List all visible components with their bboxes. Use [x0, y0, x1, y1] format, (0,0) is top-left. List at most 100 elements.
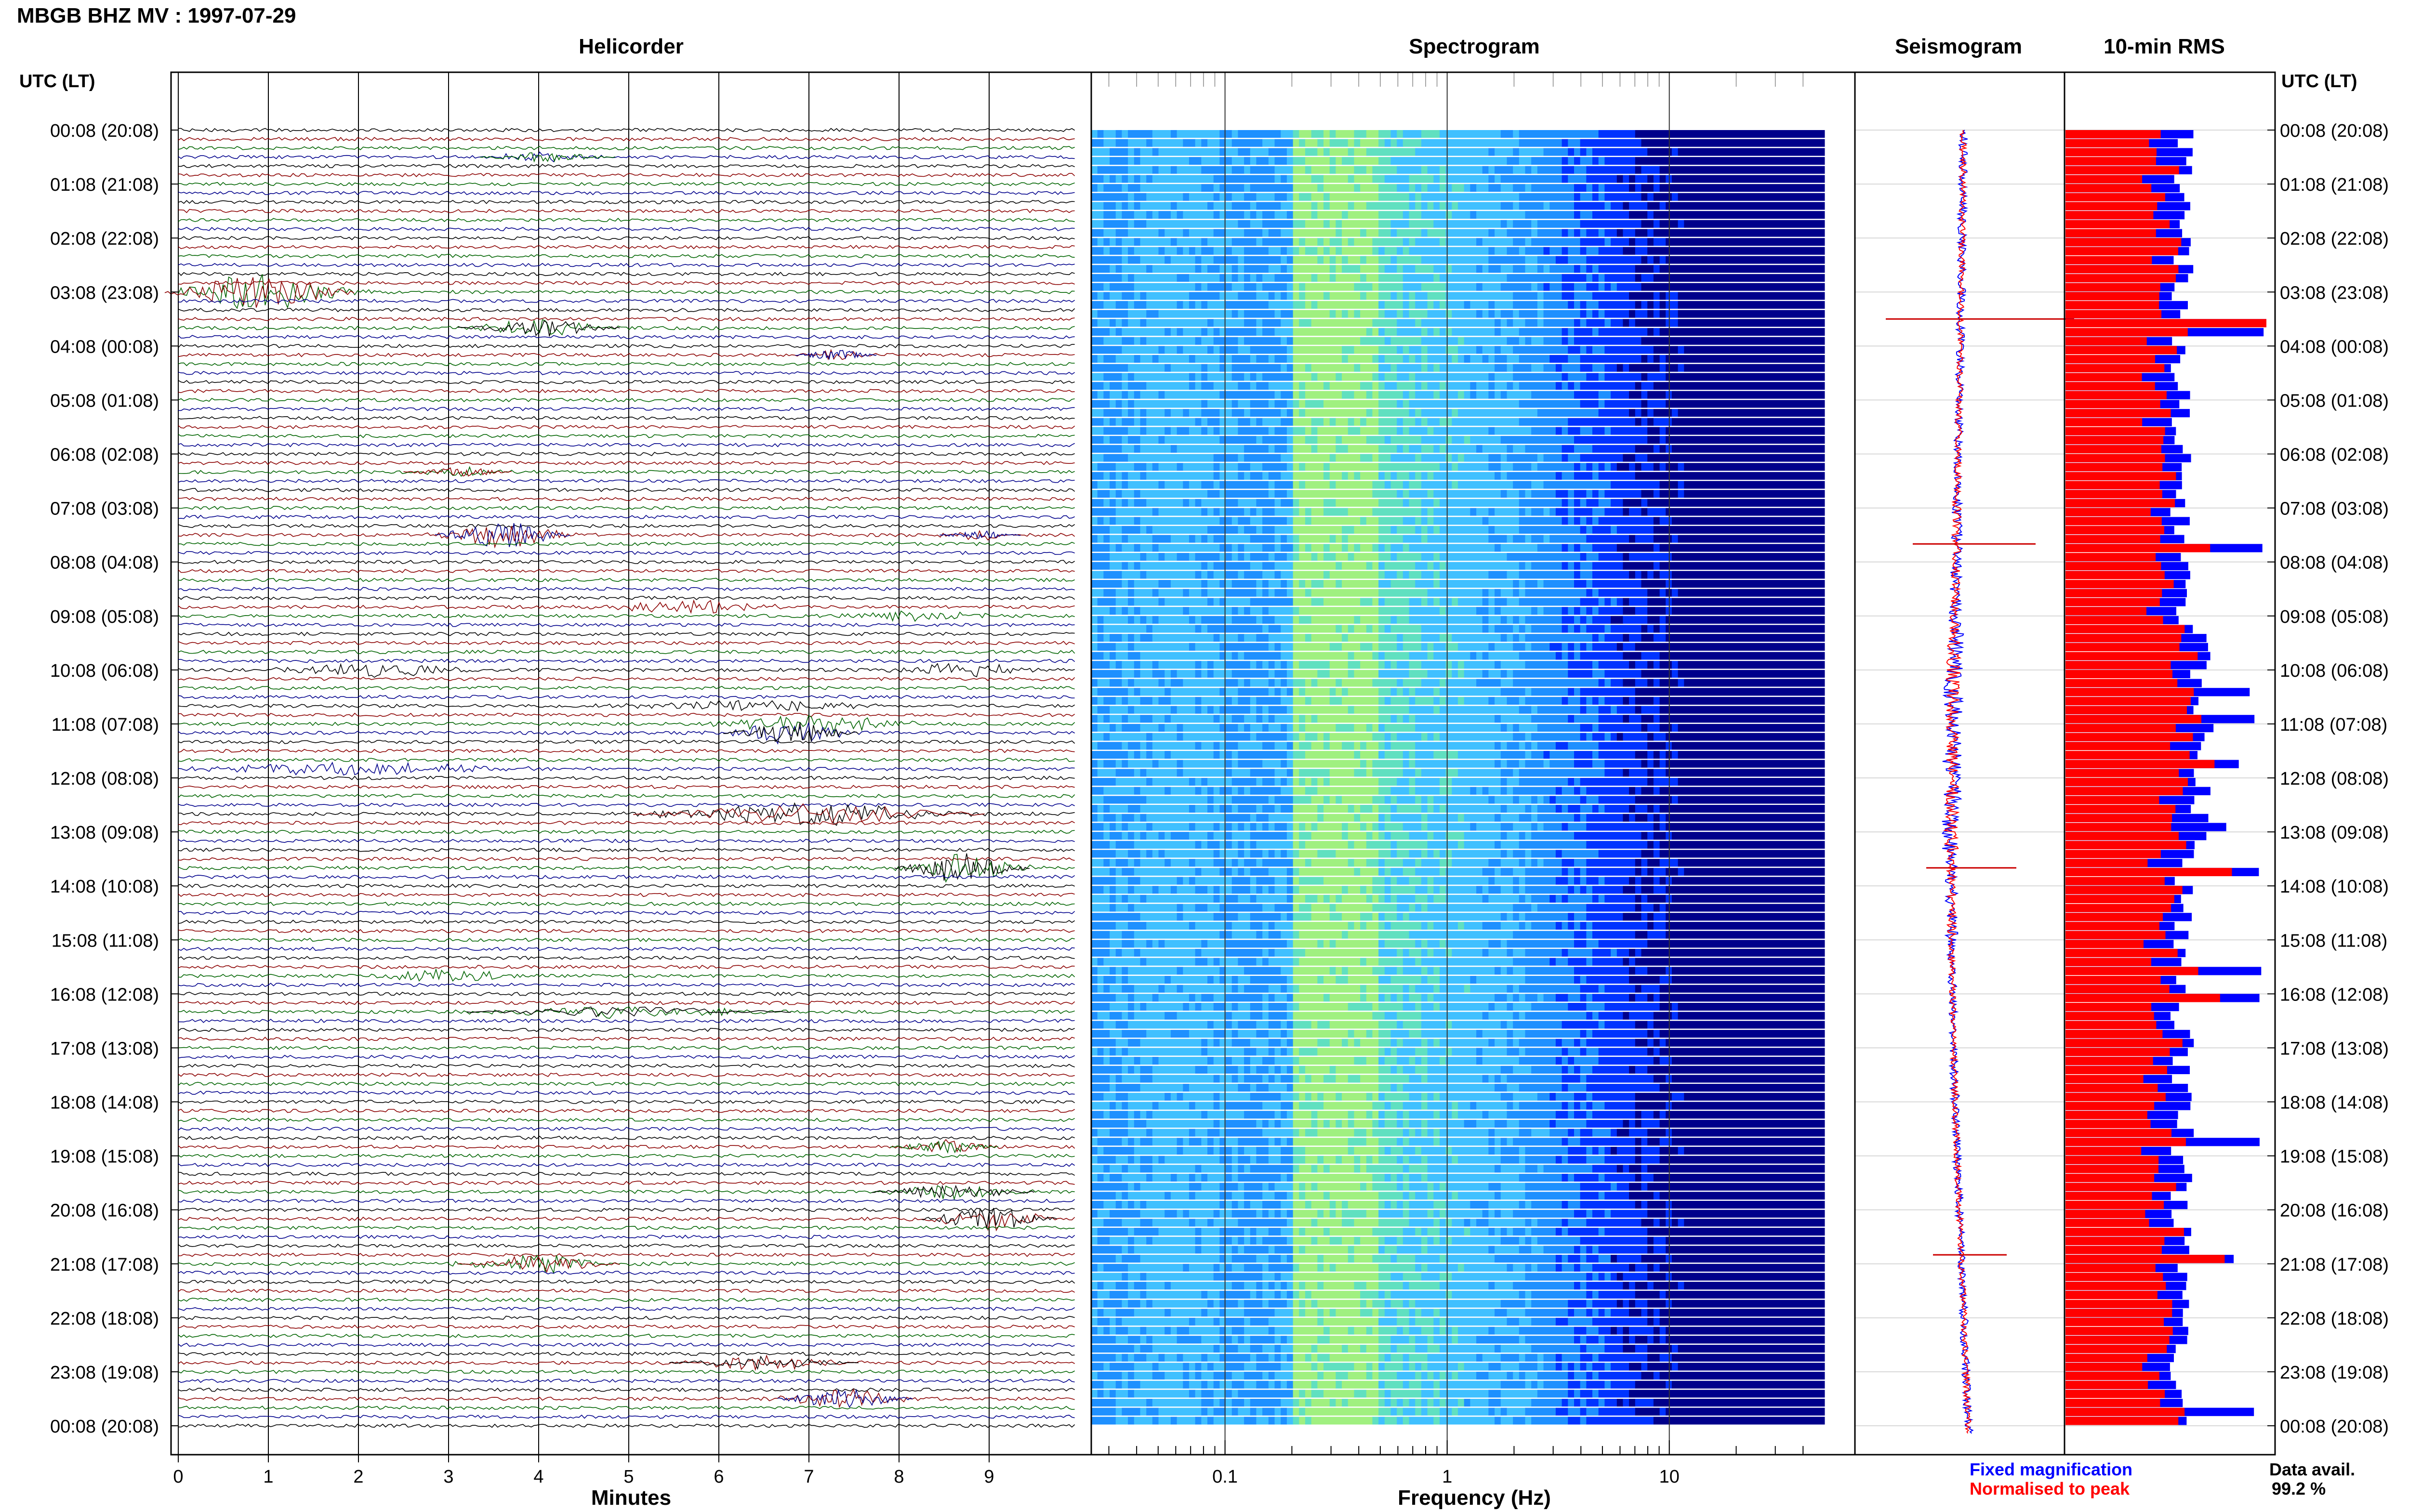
spectrogram-cell: [1195, 499, 1202, 507]
spectrogram-cell: [1286, 535, 1294, 543]
spectrogram-cell: [1140, 148, 1153, 156]
spectrogram-cell: [1201, 427, 1208, 435]
spectrogram-cell: [1439, 940, 1446, 948]
spectrogram-cell: [1439, 1129, 1489, 1137]
spectrogram-cell: [1653, 814, 1660, 822]
spectrogram-cell: [1531, 184, 1575, 192]
spectrogram-cell: [1653, 1048, 1660, 1056]
spectrogram-cell: [1659, 1219, 1666, 1227]
spectrogram-cell: [1305, 723, 1336, 732]
spectrogram-cell: [1415, 787, 1440, 795]
spectrogram-cell: [1177, 1210, 1183, 1218]
spectrogram-cell: [1268, 679, 1275, 687]
spectrogram-cell: [1231, 364, 1281, 372]
spectrogram-cell: [1366, 562, 1373, 570]
spectrogram-cell: [1519, 310, 1538, 318]
spectrogram-cell: [1128, 679, 1135, 687]
spectrogram-cell: [1415, 1003, 1422, 1011]
spectrogram-cell: [1091, 463, 1098, 471]
spectrogram-cell: [1592, 1102, 1605, 1110]
spectrogram-cell: [1281, 661, 1287, 669]
spectrogram-cell: [1421, 472, 1428, 480]
spectrogram-cell: [1445, 346, 1458, 354]
spectrogram-cell: [1555, 921, 1562, 930]
spectrogram-cell: [1342, 1156, 1354, 1164]
spectrogram-cell: [1226, 832, 1232, 840]
helicorder-trace: [178, 1018, 1075, 1023]
spectrogram-cell: [1293, 1119, 1312, 1128]
spectrogram-cell: [1445, 301, 1465, 309]
spectrogram-cell: [1360, 643, 1373, 651]
spectrogram-cell: [1097, 985, 1104, 993]
spectrogram-cell: [1562, 364, 1581, 372]
spectrogram-cell: [1324, 175, 1349, 183]
spectrogram-cell: [1317, 1119, 1324, 1128]
spectrogram-cell: [1678, 751, 1825, 759]
spectrogram-cell: [1537, 454, 1544, 462]
spectrogram-cell: [1415, 526, 1422, 534]
spectrogram-cell: [1415, 562, 1428, 570]
helicorder-trace: [178, 425, 1075, 430]
helicorder-trace: [178, 622, 1075, 627]
spectrogram-cell: [1348, 931, 1379, 939]
spectrogram-cell: [1091, 355, 1098, 363]
spectrogram-cell: [1421, 904, 1428, 912]
spectrogram-cell: [1635, 1173, 1641, 1182]
spectrogram-cell: [1146, 211, 1153, 219]
spectrogram-cell: [1519, 832, 1525, 840]
spectrogram-cell: [1238, 1075, 1244, 1083]
spectrogram-cell: [1091, 418, 1104, 426]
helicorder-trace: [178, 1333, 1075, 1338]
spectrogram-cell: [1495, 589, 1501, 597]
spectrogram-cell: [1403, 544, 1409, 552]
spectrogram-cell: [1274, 1048, 1281, 1056]
spectrogram-cell: [1128, 319, 1140, 327]
spectrogram-cell: [1574, 301, 1581, 309]
spectrogram-cell: [1519, 562, 1525, 570]
spectrogram-cell: [1470, 391, 1477, 399]
spectrogram-cell: [1580, 301, 1587, 309]
spectrogram-cell: [1091, 238, 1098, 246]
spectrogram-cell: [1299, 1057, 1354, 1065]
spectrogram-cell: [1513, 1102, 1520, 1110]
spectrogram-cell: [1103, 625, 1147, 633]
spectrogram-cell: [1531, 823, 1538, 831]
spectrogram-cell: [1122, 814, 1135, 822]
helicorder-trace: [178, 749, 1075, 753]
spectrogram-cell: [1372, 238, 1403, 246]
spectrogram-cell: [1372, 1129, 1403, 1137]
spectrogram-cell: [1274, 157, 1287, 165]
spectrogram-cell: [1354, 1039, 1361, 1047]
spectrogram-cell: [1378, 1003, 1403, 1011]
spectrogram-cell: [1415, 382, 1422, 390]
spectrogram-cell: [1293, 1084, 1379, 1092]
spectrogram-cell: [1281, 760, 1287, 768]
spectrogram-cell: [1213, 1102, 1220, 1110]
helicorder-trace: [178, 1342, 1075, 1347]
spectrogram-cell: [1641, 886, 1654, 894]
spectrogram-cell: [1580, 1129, 1593, 1137]
spectrogram-cell: [1635, 814, 1648, 822]
spectrogram-cell: [1293, 148, 1306, 156]
spectrogram-cell: [1555, 877, 1568, 885]
spectrogram-cell: [1091, 886, 1104, 894]
spectrogram-cell: [1562, 1228, 1568, 1236]
spectrogram-cell: [1324, 220, 1330, 228]
spectrogram-cell: [1305, 688, 1330, 696]
spectrogram-cell: [1274, 1192, 1287, 1200]
spectrogram-cell: [1421, 202, 1428, 210]
spectrogram-cell: [1183, 499, 1190, 507]
helicorder-trace: [178, 928, 1075, 933]
spectrogram-cell: [1378, 921, 1385, 930]
spectrogram-cell: [1170, 535, 1190, 543]
spectrogram-cell: [1110, 652, 1116, 660]
spectrogram-cell: [1207, 1065, 1226, 1074]
helicorder-event: [939, 530, 1021, 539]
helicorder-trace: [178, 1406, 1075, 1410]
spectrogram-cell: [1299, 1075, 1306, 1083]
spectrogram-cell: [1635, 472, 1825, 480]
spectrogram-cell: [1390, 697, 1409, 705]
spectrogram-cell: [1091, 409, 1104, 417]
spectrogram-cell: [1110, 634, 1122, 642]
spectrogram-cell: [1433, 805, 1440, 813]
